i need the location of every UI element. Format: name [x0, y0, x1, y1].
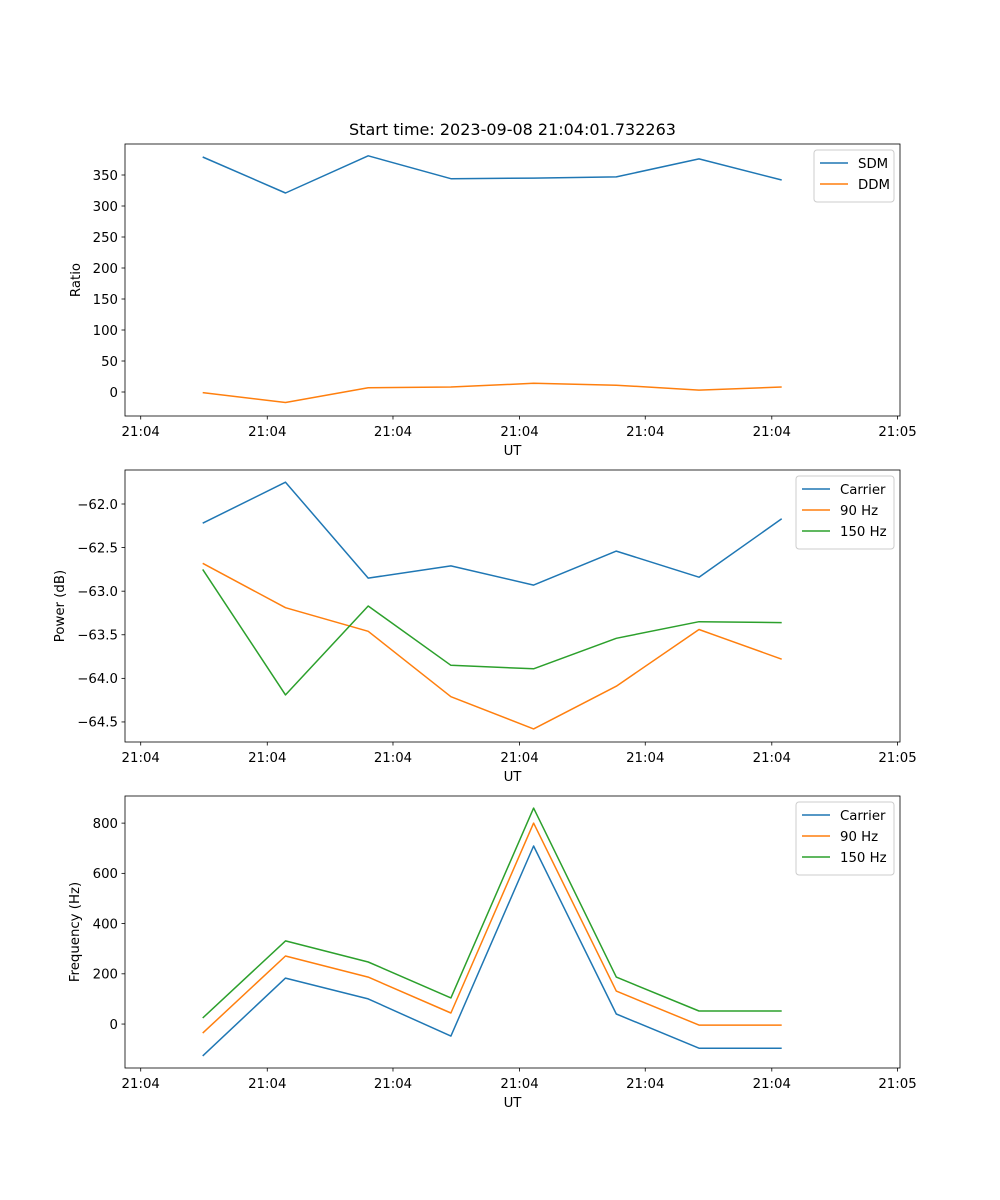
x-tick-label: 21:04: [500, 1077, 538, 1092]
y-tick-label: −63.5: [77, 629, 118, 644]
legend-label: 150 Hz: [840, 851, 887, 866]
legend: SDM DDM: [813, 149, 895, 203]
subplot-3: 0 200 400 600 800 21:04 21:04 21:04 21:04 21:04 21…: [68, 795, 917, 1111]
y-tick-label: −64.0: [77, 672, 118, 687]
x-tick-label: 21:04: [626, 425, 664, 440]
y-tick-label: 250: [93, 231, 118, 246]
legend-label: SDM: [858, 157, 888, 172]
y-tick-label: 200: [93, 262, 118, 277]
x-axis-label: UT: [504, 1096, 523, 1111]
y-tick-label: −62.5: [77, 541, 118, 556]
y-tick-label: 200: [93, 968, 118, 983]
legend-label: Carrier: [840, 483, 886, 498]
x-tick-label: 21:04: [753, 1077, 791, 1092]
axes-frame: [124, 795, 901, 1069]
axes-frame: [124, 469, 901, 743]
y-axis-label: Power (dB): [53, 570, 68, 642]
x-tick-label: 21:04: [753, 751, 791, 766]
x-tick-label: 21:05: [878, 1077, 916, 1092]
x-tick-label: 21:04: [248, 751, 286, 766]
y-tick-label: 300: [93, 200, 118, 215]
y-tick-label: 800: [93, 817, 118, 832]
x-tick-label: 21:04: [248, 1077, 286, 1092]
series-line-carrier: [202, 845, 782, 1057]
y-tick-label: 600: [93, 867, 118, 882]
legend-label: DDM: [858, 178, 890, 193]
legend-label: 150 Hz: [840, 525, 887, 540]
x-tick-label: 21:04: [248, 425, 286, 440]
series-line-90-hz: [202, 562, 782, 730]
y-tick-label: −63.0: [77, 585, 118, 600]
x-tick-label: 21:04: [374, 1077, 412, 1092]
y-tick-label: 150: [93, 293, 118, 308]
y-axis-label: Frequency (Hz): [68, 882, 83, 982]
y-tick-label: −64.5: [77, 716, 118, 731]
x-tick-label: 21:05: [878, 751, 916, 766]
series-line-carrier: [202, 481, 783, 586]
subplot-2: −62.0 −62.5 −63.0 −63.5 −64.0 −64.5 21:04 21:04…: [53, 469, 917, 785]
subplot-1: 0 50 100 150 200 250 300 350 21:04 21:04 21:04 21:0…: [69, 120, 917, 459]
x-tick-label: 21:04: [500, 425, 538, 440]
y-tick-label: −62.0: [77, 498, 118, 513]
x-tick-label: 21:04: [122, 1077, 160, 1092]
x-tick-label: 21:04: [122, 425, 160, 440]
series-line-ddm: [202, 382, 782, 404]
x-tick-label: 21:04: [374, 751, 412, 766]
y-tick-label: 350: [93, 169, 118, 184]
y-tick-label: 0: [110, 386, 118, 401]
series-line-150-hz: [202, 807, 782, 1019]
legend: Carrier 90 Hz 150 Hz: [795, 801, 895, 876]
legend-label: 90 Hz: [840, 830, 878, 845]
x-tick-label: 21:05: [878, 425, 916, 440]
x-axis-label: UT: [504, 444, 523, 459]
x-tick-label: 21:04: [626, 1077, 664, 1092]
x-axis-label: UT: [504, 770, 523, 785]
x-tick-label: 21:04: [122, 751, 160, 766]
series-line-150-hz: [202, 568, 782, 696]
legend-label: Carrier: [840, 809, 886, 824]
y-tick-label: 50: [101, 355, 118, 370]
x-tick-label: 21:04: [626, 751, 664, 766]
legend-label: 90 Hz: [840, 504, 878, 519]
y-tick-label: 0: [110, 1018, 118, 1033]
y-tick-label: 100: [93, 324, 118, 339]
axes-frame: [124, 143, 901, 417]
series-line-90-hz: [202, 822, 782, 1034]
x-tick-label: 21:04: [500, 751, 538, 766]
y-axis-label: Ratio: [69, 263, 84, 297]
legend: Carrier 90 Hz 150 Hz: [795, 475, 895, 550]
y-tick-label: 400: [93, 917, 118, 932]
chart-title: Start time: 2023-09-08 21:04:01.732263: [349, 120, 676, 139]
series-line-sdm: [202, 155, 782, 194]
x-tick-label: 21:04: [753, 425, 791, 440]
x-tick-label: 21:04: [374, 425, 412, 440]
